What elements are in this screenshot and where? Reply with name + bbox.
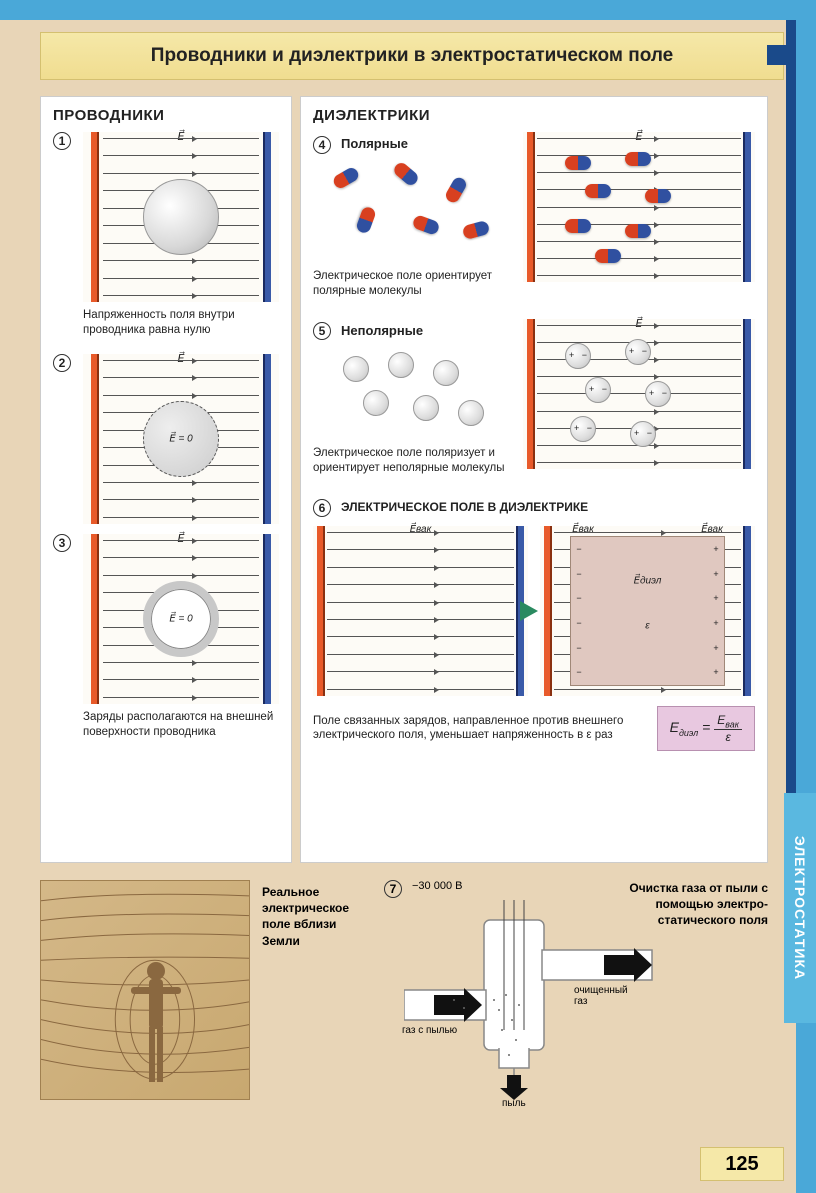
earth-title: Реальное электрическое поле вблизи Земли — [262, 880, 372, 1133]
plate-positive — [91, 534, 99, 704]
plate-positive — [544, 526, 552, 696]
field-lines — [327, 532, 514, 690]
polar-caption: Электрическое поле ориен­тирует полярные… — [313, 269, 513, 299]
plate-positive — [527, 132, 535, 282]
circled-4: 4 — [313, 136, 331, 154]
bound-charges-right: ++++++ — [710, 537, 722, 685]
person-silhouette-icon — [131, 959, 181, 1089]
circled-6: 6 — [313, 499, 331, 517]
side-tab: ЭЛЕКТРОСТАТИКА — [784, 793, 816, 1023]
conductors-heading: ПРОВОДНИКИ — [53, 107, 279, 124]
plate-negative — [263, 354, 271, 524]
earth-field-diagram — [40, 880, 250, 1100]
title-bar: Проводники и диэлектрики в электростатич… — [40, 32, 784, 80]
plate-negative — [743, 526, 751, 696]
sphere-label-3: E⃗ = 0 — [169, 613, 192, 624]
sphere-label-2: E⃗ = 0 — [169, 433, 192, 444]
dust-label: пыль — [502, 1098, 526, 1109]
page-number-box: 125 — [700, 1147, 784, 1181]
nonpolar-caption: Электрическое поле поляризует и ориентир… — [313, 446, 513, 476]
circled-5: 5 — [313, 322, 331, 340]
polar-aligned — [535, 144, 743, 270]
plate-positive — [91, 354, 99, 524]
caption-3: Заряды располагаются на внешней поверхно… — [83, 710, 279, 740]
plate-positive — [317, 526, 325, 696]
circled-1: 1 — [53, 132, 71, 150]
bound-charges-left: −−−−−− — [573, 537, 585, 685]
epsilon-label: ε — [645, 620, 649, 631]
infield-title: ЭЛЕКТРИЧЕСКОЕ ПОЛЕ В ДИЭЛЕКТРИКЕ — [341, 500, 588, 514]
diagram-conductor-3: E⃗ E⃗ = 0 — [83, 534, 279, 704]
formula-box: Eдиэл = Eвак ε — [657, 706, 755, 751]
infield-footer: Поле связанных зарядов, направленное про… — [313, 706, 755, 751]
circled-7: 7 — [384, 880, 402, 898]
conductor-sphere — [143, 179, 219, 255]
formula-lhs-sub: диэл — [679, 728, 698, 738]
dielectrics-heading: ДИЭЛЕКТРИКИ — [313, 107, 755, 124]
conductor-item-2: 2 E⃗ E⃗ = 0 — [53, 354, 279, 528]
polar-title: Полярные — [341, 136, 408, 151]
nonpolar-aligned — [535, 331, 743, 457]
dielectric-field-diagram: E⃗вак E⃗вак E⃗диэл ε −−−−−− ++++++ — [540, 526, 755, 696]
dielectric-slab: E⃗диэл ε −−−−−− ++++++ — [570, 536, 725, 686]
gas-out-label: очищенный газ — [574, 985, 634, 1007]
conductors-column: ПРОВОДНИКИ 1 E⃗ Напряженность поля внутр… — [40, 96, 292, 863]
conductor-hollow-sphere: E⃗ = 0 — [143, 581, 219, 657]
polar-molecules-random — [313, 163, 513, 263]
title-marker — [767, 45, 787, 65]
plate-negative — [743, 132, 751, 282]
diagram-conductor-1: E⃗ — [83, 132, 279, 302]
arrow-icon — [520, 601, 538, 621]
plate-positive — [527, 319, 535, 469]
caption-1: Напряженность поля внутри проводника рав… — [83, 308, 279, 338]
infield-caption: Поле связанных зарядов, направленное про… — [313, 714, 641, 744]
side-tab-text: ЭЛЕКТРОСТАТИКА — [792, 836, 808, 980]
circled-2: 2 — [53, 354, 71, 372]
circled-3: 3 — [53, 534, 71, 552]
nonpolar-row: 5 Неполярные Электрическое поле поляризу… — [313, 319, 755, 486]
e-diel-label: E⃗диэл — [634, 576, 662, 587]
conductor-item-3: 3 E⃗ E⃗ = 0 Заряды располагаются на внеш… — [53, 534, 279, 750]
plate-positive — [91, 132, 99, 302]
page-title: Проводники и диэлектрики в электростатич… — [151, 45, 673, 67]
dielectrics-column: ДИЭЛЕКТРИКИ 4 Полярные Электрическое пол… — [300, 96, 768, 863]
plate-negative — [263, 534, 271, 704]
gas-in-label: газ с пылью — [402, 1025, 457, 1036]
formula-rhs-top-sub: вак — [725, 719, 739, 729]
conductor-item-1: 1 E⃗ Напряженность поля внутри проводник… — [53, 132, 279, 348]
field-in-dielectric-section: 6 ЭЛЕКТРИЧЕСКОЕ ПОЛЕ В ДИЭЛЕКТРИКЕ E⃗вак… — [313, 496, 755, 751]
top-border — [0, 0, 816, 20]
bottom-section: Реальное электрическое поле вблизи Земли… — [40, 880, 768, 1133]
polar-field-diagram: E⃗ — [523, 132, 755, 282]
plate-negative — [743, 319, 751, 469]
vacuum-field-diagram: E⃗вак — [313, 526, 528, 696]
nonpolar-field-diagram: E⃗ — [523, 319, 755, 469]
filter-diagram: газ с пылью очищенный газ пыль — [404, 900, 634, 1090]
plate-negative — [263, 132, 271, 302]
diagram-conductor-2: E⃗ E⃗ = 0 — [83, 354, 279, 524]
content-area: ПРОВОДНИКИ 1 E⃗ Напряженность поля внутр… — [40, 96, 768, 863]
page-number: 125 — [725, 1153, 758, 1176]
electrostatic-filter: 7 −30 000 В Очистка газа от пыли с помощ… — [384, 880, 768, 1133]
formula-rhs-bot: ε — [725, 730, 730, 744]
infield-diagrams: E⃗вак E⃗вак E⃗вак — [313, 526, 755, 696]
polar-row: 4 Полярные Электрическое поле ориен­тиру… — [313, 132, 755, 309]
nonpolar-molecules-random — [313, 350, 513, 440]
conductor-sphere-dashed: E⃗ = 0 — [143, 401, 219, 477]
nonpolar-title: Неполярные — [341, 323, 423, 338]
